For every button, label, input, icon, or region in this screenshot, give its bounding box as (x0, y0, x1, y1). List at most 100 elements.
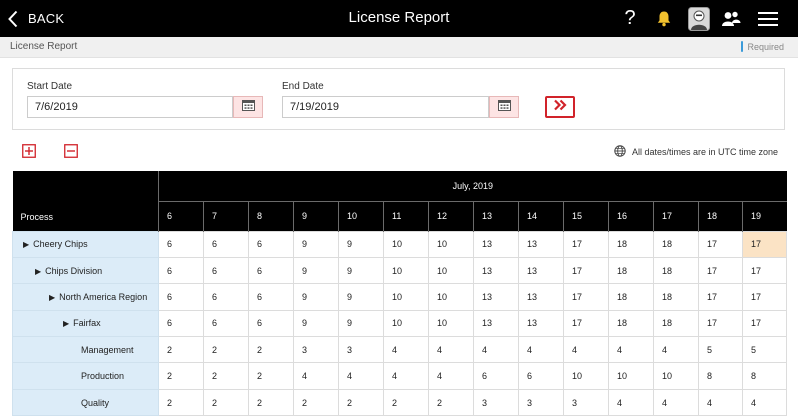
run-report-button[interactable] (545, 96, 575, 118)
license-table: Process July, 2019 6 7 8 9 10 11 12 13 14 15 16 17 1… (12, 171, 788, 416)
license-count-cell: 17 (741, 309, 788, 338)
license-count-cell: 10 (383, 230, 429, 258)
date-range-panel: Start Date 7/6/2019 End Date 7/19/2019 (12, 68, 785, 130)
process-cell: Production (12, 362, 159, 390)
start-date-input[interactable]: 7/6/2019 (27, 96, 233, 118)
end-date-calendar-button[interactable] (489, 96, 519, 118)
day-column-header: 12 (428, 201, 474, 231)
calendar-icon (241, 98, 255, 116)
license-count-cell: 13 (518, 230, 564, 258)
help-icon[interactable]: ? (624, 7, 636, 29)
table-row: Quality 2 2 2 2 2 2 2 3 3 3 4 4 4 4 (12, 388, 788, 416)
collapse-all-icon[interactable] (64, 144, 78, 158)
license-count-cell: 8 (741, 362, 788, 390)
day-column-header: 6 (158, 201, 204, 231)
license-count-cell: 6 (158, 283, 204, 311)
process-cell[interactable]: ▶ Chips Division (12, 256, 159, 285)
license-count-cell: 9 (293, 283, 339, 311)
process-cell: Quality (12, 388, 159, 416)
license-count-cell: 13 (473, 230, 519, 258)
license-count-cell: 18 (608, 230, 654, 258)
top-bar: BACK License Report ? (0, 0, 798, 37)
license-count-cell: 18 (608, 309, 654, 338)
end-date-label: End Date (282, 81, 324, 92)
chevron-left-icon (8, 10, 18, 28)
license-count-cell: 6 (158, 230, 204, 258)
license-count-cell: 2 (158, 336, 204, 364)
globe-icon (614, 145, 626, 159)
start-date-calendar-button[interactable] (233, 96, 263, 118)
license-count-cell: 17 (563, 256, 609, 285)
license-count-cell: 6 (203, 283, 249, 311)
license-count-cell: 6 (518, 362, 564, 390)
process-cell: Management (12, 336, 159, 364)
back-button[interactable]: BACK (8, 0, 64, 37)
license-count-cell: 4 (741, 388, 788, 416)
license-count-cell: 17 (741, 256, 788, 285)
table-row[interactable]: ▶ Chips Division 6 6 6 9 9 10 10 13 13 17 18 18 17 17 (12, 256, 788, 285)
bell-icon[interactable] (652, 0, 676, 37)
expand-triangle-icon[interactable]: ▶ (49, 292, 56, 302)
required-label: Required (747, 41, 784, 52)
license-count-cell: 4 (518, 336, 564, 364)
day-header-row: 6 7 8 9 10 11 12 13 14 15 16 17 18 19 (13, 201, 787, 231)
day-column-header: 8 (248, 201, 294, 231)
license-count-cell: 2 (248, 362, 294, 390)
table-row[interactable]: ▶ Fairfax 6 6 6 9 9 10 10 13 13 17 18 18 17 17 (12, 309, 788, 338)
license-count-cell: 10 (653, 362, 699, 390)
license-count-cell: 2 (338, 388, 384, 416)
expand-triangle-icon[interactable]: ▶ (63, 319, 70, 329)
process-cell[interactable]: ▶ Cheery Chips (12, 230, 159, 258)
license-count-cell: 13 (518, 283, 564, 311)
required-marker (741, 41, 744, 52)
license-count-cell: 9 (338, 256, 384, 285)
license-count-cell: 4 (653, 388, 699, 416)
start-date-label: Start Date (27, 81, 73, 92)
double-chevron-right-icon (553, 98, 567, 116)
license-count-cell: 10 (383, 256, 429, 285)
expand-all-icon[interactable] (22, 144, 36, 158)
license-count-cell: 17 (563, 230, 609, 258)
day-column-header: 19 (741, 201, 787, 231)
license-count-cell: 4 (428, 362, 474, 390)
license-count-cell: 13 (473, 256, 519, 285)
process-cell[interactable]: ▶ North America Region (12, 283, 159, 311)
license-count-cell: 6 (248, 230, 294, 258)
license-count-cell: 4 (653, 336, 699, 364)
license-count-cell: 17 (563, 283, 609, 311)
table-row[interactable]: ▶ North America Region 6 6 6 9 9 10 10 13 13 17 18 18… (12, 283, 788, 311)
license-count-cell: 6 (203, 309, 249, 338)
day-column-header: 17 (653, 201, 699, 231)
day-column-header: 15 (563, 201, 609, 231)
license-count-cell: 4 (383, 362, 429, 390)
license-count-cell: 10 (428, 256, 474, 285)
license-count-cell: 13 (518, 256, 564, 285)
day-column-header: 14 (518, 201, 564, 231)
license-count-cell: 2 (428, 388, 474, 416)
people-icon[interactable] (719, 0, 743, 37)
hamburger-menu-icon[interactable] (756, 0, 780, 37)
license-count-cell: 2 (248, 336, 294, 364)
month-header: July, 2019 (158, 171, 787, 202)
license-count-cell: 2 (203, 336, 249, 364)
day-column-header: 16 (608, 201, 654, 231)
expand-triangle-icon[interactable]: ▶ (35, 266, 42, 276)
process-label: Chips Division (45, 265, 103, 276)
license-count-cell: 2 (158, 362, 204, 390)
avatar-icon[interactable] (687, 0, 711, 37)
license-count-cell: 17 (741, 283, 788, 311)
license-count-cell: 6 (203, 230, 249, 258)
expand-triangle-icon[interactable]: ▶ (23, 240, 30, 250)
license-count-cell: 4 (383, 336, 429, 364)
license-count-cell: 5 (698, 336, 743, 364)
table-row[interactable]: ▶ Cheery Chips 6 6 6 9 9 10 10 13 13 17 18 18 17 17 (12, 230, 788, 258)
license-count-cell: 18 (608, 283, 654, 311)
license-count-cell: 4 (563, 336, 609, 364)
license-count-cell: 4 (293, 362, 339, 390)
license-count-cell: 17 (698, 256, 743, 285)
process-column-header: Process (12, 171, 159, 231)
process-cell[interactable]: ▶ Fairfax (12, 309, 159, 338)
end-date-input[interactable]: 7/19/2019 (282, 96, 489, 118)
license-count-cell: 4 (473, 336, 519, 364)
process-label: Production (81, 371, 125, 382)
